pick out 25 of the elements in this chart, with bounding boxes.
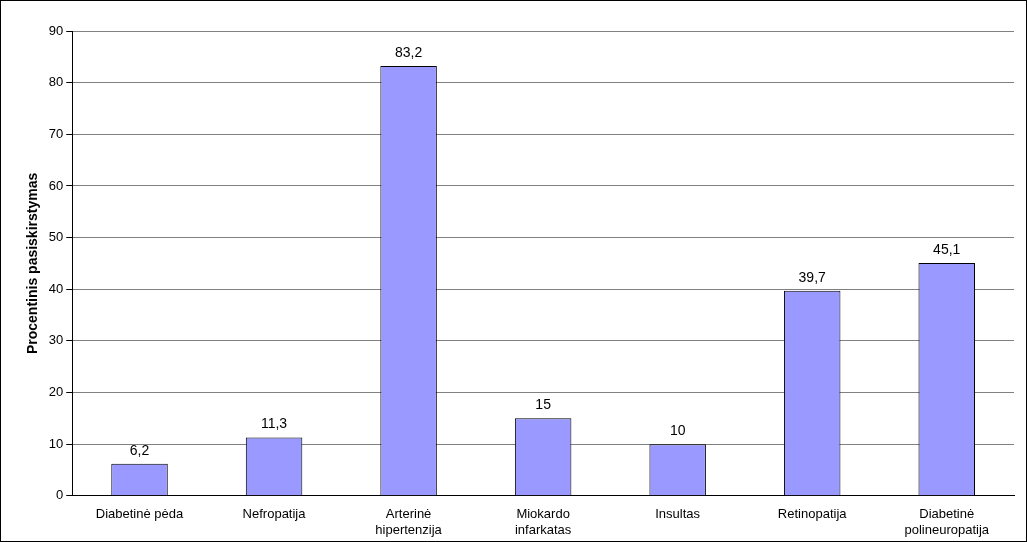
y-tick-label: 20 <box>48 384 64 400</box>
data-label: 83,2 <box>394 43 423 60</box>
y-tick-label: 90 <box>48 22 64 38</box>
x-tick-label: Retinopatija <box>777 506 848 522</box>
y-tick-label: 0 <box>56 487 64 503</box>
y-axis-title: Procentinis pasiskirstymas <box>24 172 41 355</box>
x-tick-label: Insultas <box>655 506 701 522</box>
y-tick-label: 30 <box>48 332 64 348</box>
y-tick-label: 70 <box>48 125 64 141</box>
y-tick-label: 40 <box>48 280 64 296</box>
x-tick-label: Nefropatija <box>242 506 307 522</box>
data-label: 45,1 <box>933 240 961 257</box>
data-label: 15 <box>535 396 552 413</box>
data-label: 6,2 <box>129 441 150 458</box>
y-tick-label: 10 <box>48 435 64 451</box>
y-tick-label: 50 <box>48 229 64 245</box>
data-label: 10 <box>669 422 686 439</box>
x-tick-label: Miokardo infarkatas <box>514 506 572 537</box>
x-tick-label: Diabetinė pėda <box>95 506 185 522</box>
data-label: 39,7 <box>798 268 827 285</box>
y-tick-label: 80 <box>48 74 64 90</box>
x-tick-label: Arterinė hipertenzija <box>375 506 443 537</box>
data-label: 11,3 <box>260 415 288 432</box>
y-tick-label: 60 <box>48 177 64 193</box>
x-tick-label: Diabetinė polineuropatija <box>904 506 990 537</box>
